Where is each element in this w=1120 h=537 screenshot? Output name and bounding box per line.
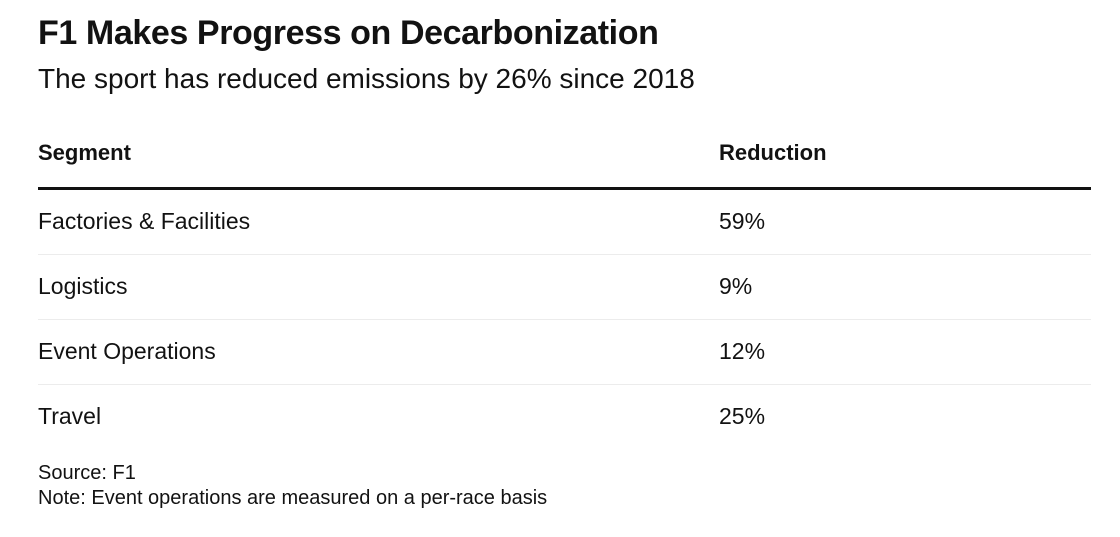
table-row: Event Operations 12% [38,320,1091,385]
chart-subtitle: The sport has reduced emissions by 26% s… [38,63,695,94]
reduction-cell: 25% [719,403,766,429]
table-header-row: Segment Reduction [38,128,1091,190]
data-table: Segment Reduction Factories & Facilities… [38,128,1091,449]
reduction-cell: 59% [719,208,766,234]
table-row: Travel 25% [38,385,1091,449]
chart-title: F1 Makes Progress on Decarbonization [38,14,659,52]
reduction-cell: 12% [719,338,766,364]
table-row: Factories & Facilities 59% [38,190,1091,255]
column-header-reduction: Reduction [719,140,827,165]
segment-cell: Event Operations [38,338,216,364]
source-note: Source: F1 [38,462,136,484]
segment-cell: Factories & Facilities [38,208,251,234]
column-header-segment: Segment [38,140,131,165]
table-row: Logistics 9% [38,255,1091,320]
methodology-note: Note: Event operations are measured on a… [38,487,548,509]
segment-cell: Logistics [38,273,128,299]
segment-cell: Travel [38,403,102,429]
chart-footer: Source: F1 Note: Event operations are me… [38,461,547,511]
reduction-cell: 9% [719,273,753,299]
